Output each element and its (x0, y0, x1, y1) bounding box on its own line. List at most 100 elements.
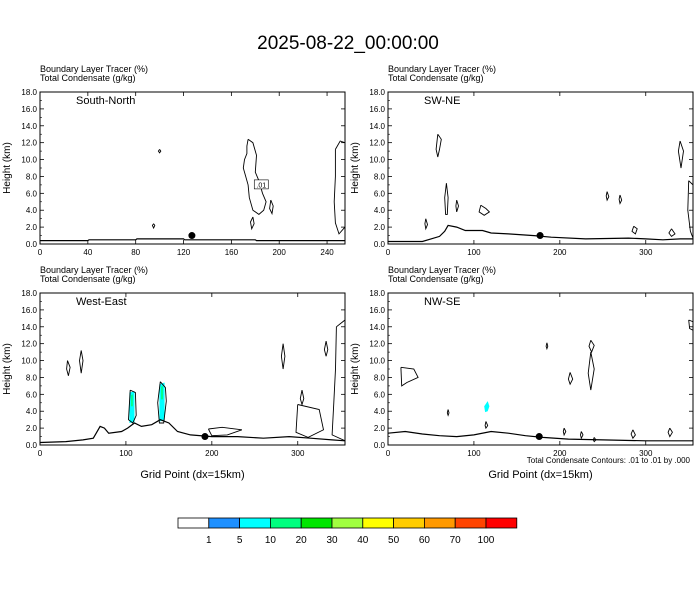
panel-header-tracer: Boundary Layer Tracer (%) (388, 265, 496, 275)
panel-header-condensate: Total Condensate (g/kg) (388, 73, 484, 83)
condensate-contour (331, 319, 345, 442)
colorbar-swatch (331, 517, 364, 529)
colorbar-label: 20 (296, 535, 308, 546)
panel-frame (39, 292, 346, 446)
x-tick-label: 80 (131, 248, 140, 257)
plot-area (388, 133, 693, 243)
plot-area (40, 138, 345, 242)
y-tick-label: 4.0 (374, 407, 386, 416)
condensate-contour (630, 429, 636, 440)
condensate-contour (323, 341, 329, 357)
panels: Boundary Layer Tracer (%)Total Condensat… (2, 64, 694, 481)
colorbar-swatch (300, 517, 333, 529)
condensate-contour (207, 426, 243, 437)
y-tick-label: 10.0 (21, 156, 37, 165)
colorbar-label: 1 (206, 535, 212, 546)
x-axis-label: Grid Point (dx=15km) (140, 469, 244, 481)
colorbar-swatch (485, 517, 518, 529)
y-tick-label: 12.0 (21, 139, 37, 148)
y-tick-label: 18.0 (369, 88, 385, 97)
terrain-line (388, 430, 693, 442)
condensate-contour (687, 180, 693, 239)
colorbar: 1 5 10 20 30 40 50 60 70 100 (177, 517, 518, 546)
panel-header-condensate: Total Condensate (g/kg) (40, 73, 136, 83)
condensate-contour (157, 381, 167, 424)
colorbar-swatch (177, 517, 210, 529)
condensate-contour (592, 437, 597, 443)
condensate-contour (424, 218, 428, 231)
y-tick-label: 8.0 (26, 172, 38, 181)
terrain-line (388, 224, 693, 243)
x-tick-label: 300 (291, 449, 305, 458)
tracer-fill (484, 401, 490, 413)
terrain-line (40, 419, 345, 444)
y-tick-label: 8.0 (26, 373, 38, 382)
y-tick-label: 14.0 (369, 122, 385, 131)
condensate-contour (295, 404, 325, 438)
y-tick-label: 16.0 (21, 306, 37, 315)
location-marker (535, 433, 543, 441)
panel-header-condensate: Total Condensate (g/kg) (388, 274, 484, 284)
colorbar-swatch (423, 517, 456, 529)
colorbar-label: 70 (450, 535, 462, 546)
tracer-fill (159, 382, 165, 422)
x-tick-label: 0 (38, 449, 43, 458)
y-tick-label: 14.0 (369, 323, 385, 332)
y-axis-label: Height (km) (2, 343, 13, 395)
condensate-contour (79, 350, 84, 374)
panel-frame (387, 292, 694, 446)
panel-header-tracer: Boundary Layer Tracer (%) (40, 64, 148, 74)
y-tick-label: 6.0 (374, 390, 386, 399)
x-tick-label: 200 (553, 449, 567, 458)
condensate-contour (242, 138, 267, 215)
y-axis-label: Height (km) (2, 142, 13, 194)
condensate-contour (157, 149, 162, 154)
condensate-contour (280, 343, 286, 370)
y-tick-label: 10.0 (369, 156, 385, 165)
tracer-fill (129, 391, 135, 423)
x-tick-label: 200 (205, 449, 219, 458)
x-tick-label: 100 (119, 449, 133, 458)
x-tick-label: 0 (386, 248, 391, 257)
condensate-contour (587, 352, 595, 391)
condensate-contour (562, 427, 567, 437)
x-tick-label: 0 (38, 248, 43, 257)
colorbar-swatch (269, 517, 302, 529)
condensate-contour (444, 183, 449, 215)
y-tick-label: 6.0 (374, 189, 386, 198)
y-tick-label: 14.0 (21, 323, 37, 332)
y-tick-label: 2.0 (26, 424, 38, 433)
y-tick-label: 10.0 (21, 357, 37, 366)
y-tick-label: 18.0 (21, 88, 37, 97)
plot-area (40, 319, 345, 444)
panel-header-tracer: Boundary Layer Tracer (%) (40, 265, 148, 275)
condensate-contour (631, 225, 638, 235)
y-tick-label: 12.0 (369, 139, 385, 148)
condensate-contour (580, 431, 584, 440)
y-tick-label: 0.0 (26, 240, 38, 249)
panel-south-north: Boundary Layer Tracer (%)Total Condensat… (2, 64, 346, 257)
colorbar-swatch (454, 517, 487, 529)
condensate-contour (618, 194, 623, 205)
condensate-contour (667, 427, 673, 438)
condensate-contour (250, 216, 255, 231)
contour-label-box (253, 179, 269, 190)
y-tick-label: 12.0 (369, 340, 385, 349)
y-tick-label: 14.0 (21, 122, 37, 131)
condensate-contour (151, 223, 156, 230)
plot-area (388, 319, 693, 443)
y-tick-label: 4.0 (26, 206, 38, 215)
y-tick-label: 6.0 (26, 189, 38, 198)
colorbar-label: 10 (265, 535, 277, 546)
condensate-contour (688, 319, 693, 331)
terrain-line (40, 238, 345, 242)
colorbar-label: 30 (326, 535, 338, 546)
colorbar-label: 50 (388, 535, 400, 546)
y-tick-label: 2.0 (374, 424, 386, 433)
y-tick-label: 2.0 (374, 223, 386, 232)
y-tick-label: 8.0 (374, 172, 386, 181)
condensate-contour (66, 360, 71, 376)
x-tick-label: 120 (177, 248, 191, 257)
condensate-contour (400, 366, 419, 387)
y-tick-label: 8.0 (374, 373, 386, 382)
